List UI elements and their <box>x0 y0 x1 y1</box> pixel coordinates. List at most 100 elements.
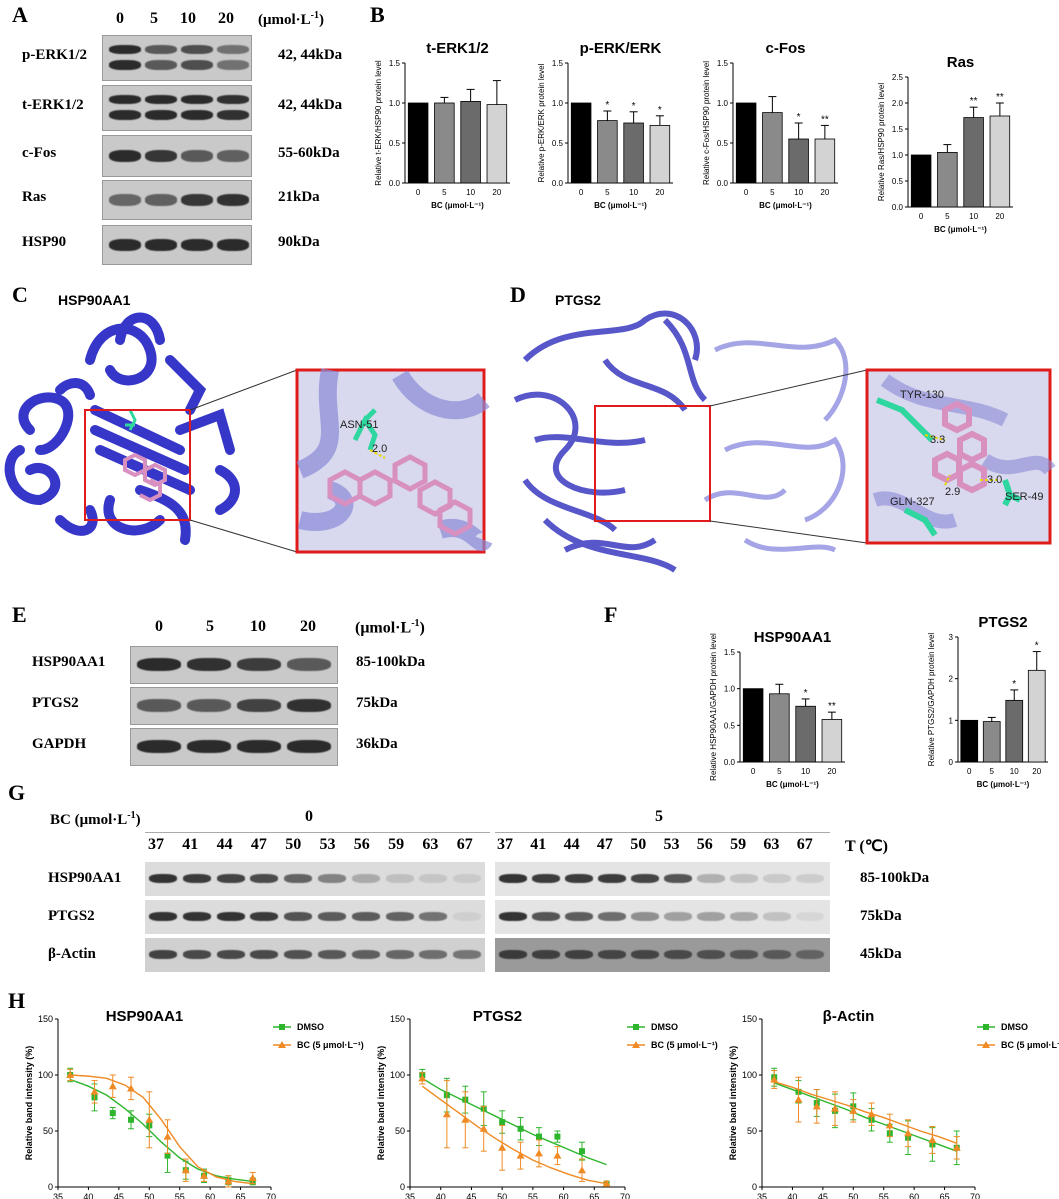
bar <box>486 104 508 184</box>
blot-strip <box>145 938 485 972</box>
legend-marker <box>633 1024 639 1030</box>
blot-band <box>796 950 824 959</box>
bar-chart: t-ERK1/2 0.0 0.5 1.0 1.5 0 5 10 20 BC (μmol·L⁻¹) R… <box>374 40 510 210</box>
x-tick-label: 35 <box>757 1192 767 1199</box>
y-tick-label: 1.0 <box>892 151 904 160</box>
x-tick-label: 10 <box>629 188 638 197</box>
blot-band <box>318 912 346 921</box>
y-axis-label: Relative PTGS2/GAPDH protein level <box>927 633 936 767</box>
x-axis-label: BC (μmol·L⁻¹) <box>766 780 819 789</box>
blot-row-label: HSP90AA1 <box>32 654 106 670</box>
blot-band <box>419 950 448 959</box>
data-point <box>145 1115 154 1123</box>
data-point <box>536 1133 542 1140</box>
blot-band <box>237 739 281 753</box>
fit-curve <box>70 1074 253 1185</box>
blot-band <box>181 239 213 252</box>
protein-ribbon <box>4 312 240 545</box>
blot-strip <box>495 862 830 896</box>
x-tick-label: 35 <box>405 1192 415 1199</box>
blot-band <box>763 950 791 959</box>
x-axis-label: BC (μmol·L⁻¹) <box>977 780 1030 789</box>
blot-band <box>216 950 245 959</box>
x-tick-label: 60 <box>559 1192 569 1199</box>
group-label: 0 <box>305 808 313 825</box>
bar-chart: p-ERK/ERK 0.0 0.5 1.0 1.5 0 * 5 * 10 * 20 BC (μmol·L… <box>537 40 673 210</box>
significance-mark: * <box>797 112 801 123</box>
data-point <box>794 1095 803 1103</box>
data-point <box>904 1129 913 1137</box>
significance-mark: * <box>658 105 662 116</box>
bar <box>963 117 984 208</box>
blot-band <box>181 110 213 121</box>
x-tick-label: 0 <box>416 188 421 197</box>
data-point <box>163 1132 172 1140</box>
blot-band <box>532 950 560 959</box>
data-point <box>517 1125 524 1132</box>
y-axis-label: Relative band intensity (%) <box>24 1046 34 1161</box>
y-tick-label: 1 <box>949 716 954 725</box>
panel-a-blot: 0 5 10 20 (μmol·L-1) p-ERK1/2 42, 44kDa t-… <box>0 0 360 270</box>
blot-strip <box>130 687 338 725</box>
y-axis-label: Relative band intensity (%) <box>728 1046 738 1161</box>
blot-band <box>149 912 177 921</box>
x-axis-label: BC (μmol·L⁻¹) <box>934 225 987 234</box>
data-point <box>553 1151 562 1159</box>
bar <box>989 115 1011 208</box>
data-point <box>109 1110 116 1117</box>
blot-band <box>237 657 281 671</box>
blot-band <box>187 739 231 753</box>
x-axis-label: BC (μmol·L⁻¹) <box>594 201 647 210</box>
data-point <box>952 1143 961 1151</box>
blot-band <box>109 60 141 71</box>
kda-label: 55-60kDa <box>278 145 340 161</box>
chart-title: PTGS2 <box>978 614 1027 631</box>
x-tick-label: 20 <box>995 212 1004 221</box>
y-tick-label: 0.5 <box>552 139 564 148</box>
bar <box>1005 699 1024 763</box>
blot-band <box>419 912 448 921</box>
data-point <box>164 1152 171 1159</box>
temp-label: 53 <box>663 836 680 853</box>
y-tick-label: 0 <box>400 1182 405 1192</box>
blot-band <box>181 60 213 71</box>
bar-chart: HSP90AA1 0.0 0.5 1.0 1.5 0 5 * 10 ** 20 BC (μmol·L⁻… <box>709 629 845 789</box>
blot-band <box>109 44 141 54</box>
data-point <box>66 1071 75 1078</box>
blot-band <box>385 874 414 883</box>
x-tick-label: 20 <box>1032 767 1041 776</box>
bar <box>762 112 783 184</box>
blot-band <box>598 912 626 921</box>
x-axis-label: BC (μmol·L⁻¹) <box>759 201 812 210</box>
panel-h-charts: 0501001503540455055606570HSP90AA1T (℃)Re… <box>24 1008 1059 1199</box>
blot-band <box>250 874 279 883</box>
significance-mark: * <box>1012 679 1016 690</box>
blot-band <box>385 950 414 959</box>
x-tick-label: 70 <box>620 1192 630 1199</box>
conc-label: 5 <box>150 10 158 27</box>
line-chart: 0501001503540455055606570PTGS2T (℃)Relat… <box>376 1008 718 1199</box>
blot-band <box>763 874 791 883</box>
blot-row-label: β-Actin <box>48 946 96 962</box>
temp-label: 37 <box>497 836 513 853</box>
blot-band <box>187 657 231 671</box>
residue-label: GLN-327 <box>890 496 935 508</box>
x-tick-label: 70 <box>970 1192 980 1199</box>
x-tick-label: 60 <box>909 1192 919 1199</box>
blot-band <box>697 874 725 883</box>
y-axis-label: Relative p-ERK/ERK protein level <box>537 63 546 182</box>
blot-band <box>351 912 380 921</box>
x-tick-label: 5 <box>605 188 610 197</box>
x-tick-label: 55 <box>879 1192 889 1199</box>
y-tick-label: 2 <box>949 675 954 684</box>
temp-label: 59 <box>730 836 747 853</box>
blot-band <box>181 194 213 207</box>
line-chart: 0501001503540455055606570HSP90AA1T (℃)Re… <box>24 1008 364 1199</box>
blot-band <box>598 874 626 883</box>
y-tick-label: 0 <box>949 758 954 767</box>
significance-mark: * <box>605 100 609 111</box>
residue-label: ASN-51 <box>340 419 379 431</box>
y-axis-label: Relative c-Fos/HSP90 protein level <box>702 61 711 185</box>
